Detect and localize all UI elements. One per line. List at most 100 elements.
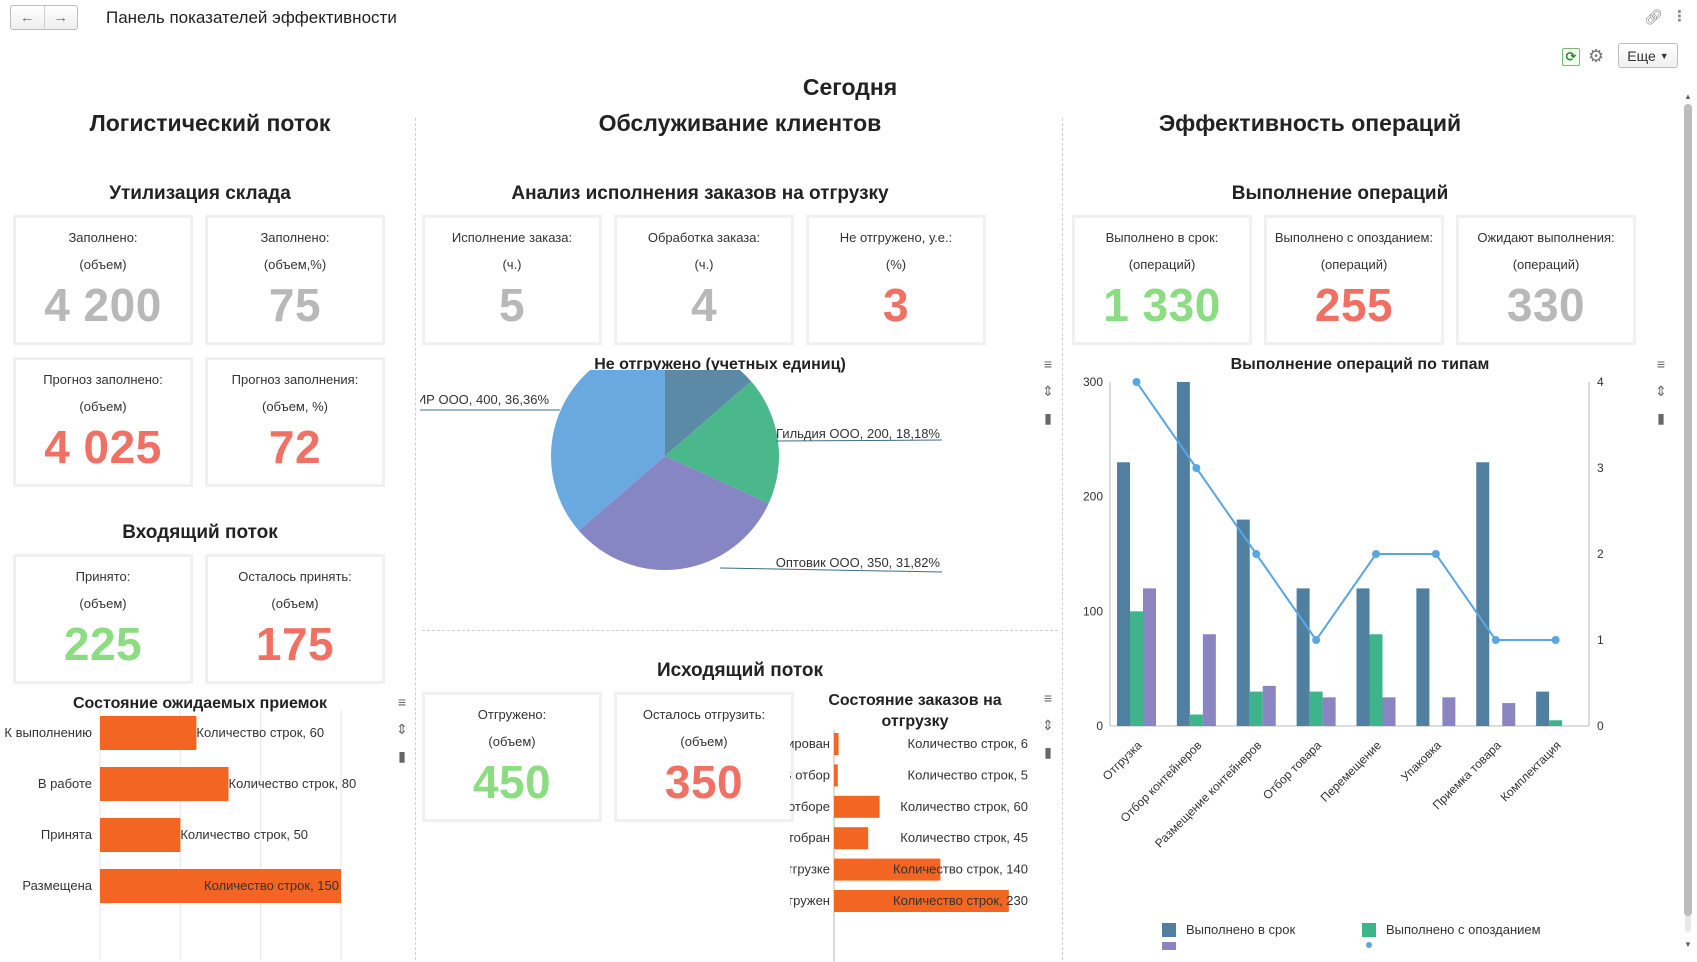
kpi-card: Принято: (объем) 225: [13, 554, 193, 684]
kpi-value: 255: [1314, 279, 1394, 331]
bar-chart-icon[interactable]: ▮: [1044, 744, 1052, 760]
kpi-label: Принято:: [75, 569, 131, 584]
chart-toolbar: ≡ ⇕ ▮: [394, 695, 410, 763]
kpi-value: 175: [255, 618, 335, 670]
bar: [1322, 697, 1336, 726]
kpi-label: Отгружено:: [477, 707, 547, 722]
category-label: К выполнению: [4, 725, 92, 740]
kpi-value: 1 330: [1103, 279, 1221, 331]
tick-label: 3: [1597, 461, 1604, 475]
sort-icon[interactable]: ⇕: [396, 721, 408, 737]
kpi-card: Прогноз заполнено: (объем) 4 025: [13, 357, 193, 487]
tick-label: 2: [1597, 547, 1604, 561]
category-label: Отбор товара: [1260, 738, 1324, 802]
sort-icon[interactable]: ⇕: [1655, 383, 1667, 399]
forward-arrow-icon[interactable]: →: [43, 6, 78, 29]
legend-label: Выполнено с опозданием: [1386, 922, 1541, 937]
kpi-card: Заполнено: (объем) 4 200: [13, 215, 193, 345]
bar: [1536, 691, 1550, 726]
category-label: Размещена: [22, 878, 92, 893]
bar-chart-icon[interactable]: ▮: [1044, 410, 1052, 426]
kpi-label: Ожидают выполнения:: [1477, 230, 1615, 245]
section-title-incoming: Входящий поток: [122, 522, 278, 543]
bar: [1382, 697, 1396, 726]
window-title: Панель показателей эффективности: [106, 8, 397, 27]
kpi-value: 225: [63, 618, 143, 670]
data-label: Количество строк, 45: [900, 830, 1028, 845]
line-point: [1431, 550, 1440, 558]
bar: [834, 827, 869, 850]
bar: [834, 858, 941, 881]
tick-label: 200: [1083, 490, 1103, 504]
legend-swatch: [1162, 942, 1176, 950]
bar: [1549, 720, 1563, 726]
section-title-execution: Выполнение операций: [1231, 183, 1449, 204]
menu-icon[interactable]: ≡: [1043, 690, 1053, 706]
section-title-warehouse: Утилизация склада: [109, 183, 291, 204]
link-icon[interactable]: 🔗︎: [1644, 9, 1664, 26]
vertical-scrollbar[interactable]: ▲ ▼: [1684, 92, 1692, 952]
line-point: [1252, 550, 1261, 558]
back-arrow-icon[interactable]: ←: [19, 9, 35, 26]
kpi-label: Прогноз заполнено:: [43, 372, 163, 387]
kpi-card: Не отгружено, у.е.: (%) 3: [806, 215, 986, 345]
column-divider: [415, 118, 416, 960]
category-label: Отгрузка: [1100, 738, 1145, 783]
kpi-value: 350: [664, 756, 744, 808]
bar: [1296, 588, 1310, 726]
kpi-unit: (объем): [271, 596, 319, 611]
kpi-label: Выполнено с опозданием:: [1274, 230, 1434, 245]
kpi-value: 5: [498, 279, 526, 331]
refresh-icon[interactable]: ⟳: [1562, 48, 1580, 66]
bar: [1189, 714, 1203, 726]
category-label: Размещение контейнеров: [1152, 738, 1264, 850]
pie-slice: [578, 456, 769, 570]
line-point: [1551, 636, 1560, 644]
legend-label: Выполнено в срок: [1186, 922, 1296, 937]
data-label: Количество строк, 230: [893, 893, 1028, 908]
expected-receipts-chart: К выполнению Количество строк, 60 В работе…: [4, 710, 356, 960]
bar: [1502, 703, 1516, 726]
leader-line: [719, 567, 943, 573]
kpi-value: 3: [882, 279, 910, 331]
bar: [1130, 611, 1143, 726]
chevron-down-icon: ▼: [1659, 50, 1669, 61]
tick-label: 1: [1597, 633, 1604, 647]
data-label: Количество строк, 140: [893, 862, 1028, 877]
menu-icon[interactable]: ≡: [1656, 356, 1666, 372]
bar: [100, 716, 197, 750]
more-button-label: Еще: [1627, 47, 1656, 64]
legend-swatch: [1362, 922, 1376, 937]
menu-icon[interactable]: ≡: [1043, 356, 1053, 372]
tick-label: 0: [1597, 719, 1604, 733]
sort-icon[interactable]: ⇕: [1042, 717, 1054, 733]
chart-title: Состояние заказов на отгрузку: [828, 692, 1002, 730]
kpi-value: 4 025: [44, 421, 162, 473]
gear-icon[interactable]: ⚙: [1588, 46, 1605, 66]
kpi-unit: (операций): [1320, 257, 1388, 272]
bar: [834, 733, 839, 755]
scroll-thumb[interactable]: [1684, 104, 1692, 916]
data-label: Количество строк, 6: [908, 736, 1028, 751]
more-button[interactable]: Еще ▼: [1618, 43, 1678, 68]
scroll-down-icon[interactable]: ▼: [1684, 940, 1692, 949]
tick-label: 300: [1083, 375, 1103, 389]
bar-chart-icon[interactable]: ▮: [398, 748, 406, 764]
tick-label: 0: [1096, 719, 1103, 733]
bar: [834, 890, 1009, 912]
category-label: Спланирован: [790, 736, 830, 751]
menu-icon[interactable]: ≡: [397, 694, 407, 710]
kpi-label: Исполнение заказа:: [451, 230, 573, 245]
kebab-menu-icon[interactable]: ⋮: [1672, 8, 1687, 25]
kpi-label: Осталось отгрузить:: [642, 707, 766, 722]
bar-chart-icon[interactable]: ▮: [1657, 410, 1665, 426]
scroll-up-icon[interactable]: ▲: [1684, 92, 1692, 101]
leader-line: [775, 439, 943, 442]
not-shipped-pie-chart: Индиго ООО, 150, 13,64%Гильдия ООО, 200,…: [420, 370, 943, 573]
history-nav: ← →: [10, 5, 78, 30]
line-point: [1132, 378, 1141, 386]
sort-icon[interactable]: ⇕: [1042, 383, 1054, 399]
bar: [100, 869, 341, 903]
bar: [1442, 697, 1456, 726]
